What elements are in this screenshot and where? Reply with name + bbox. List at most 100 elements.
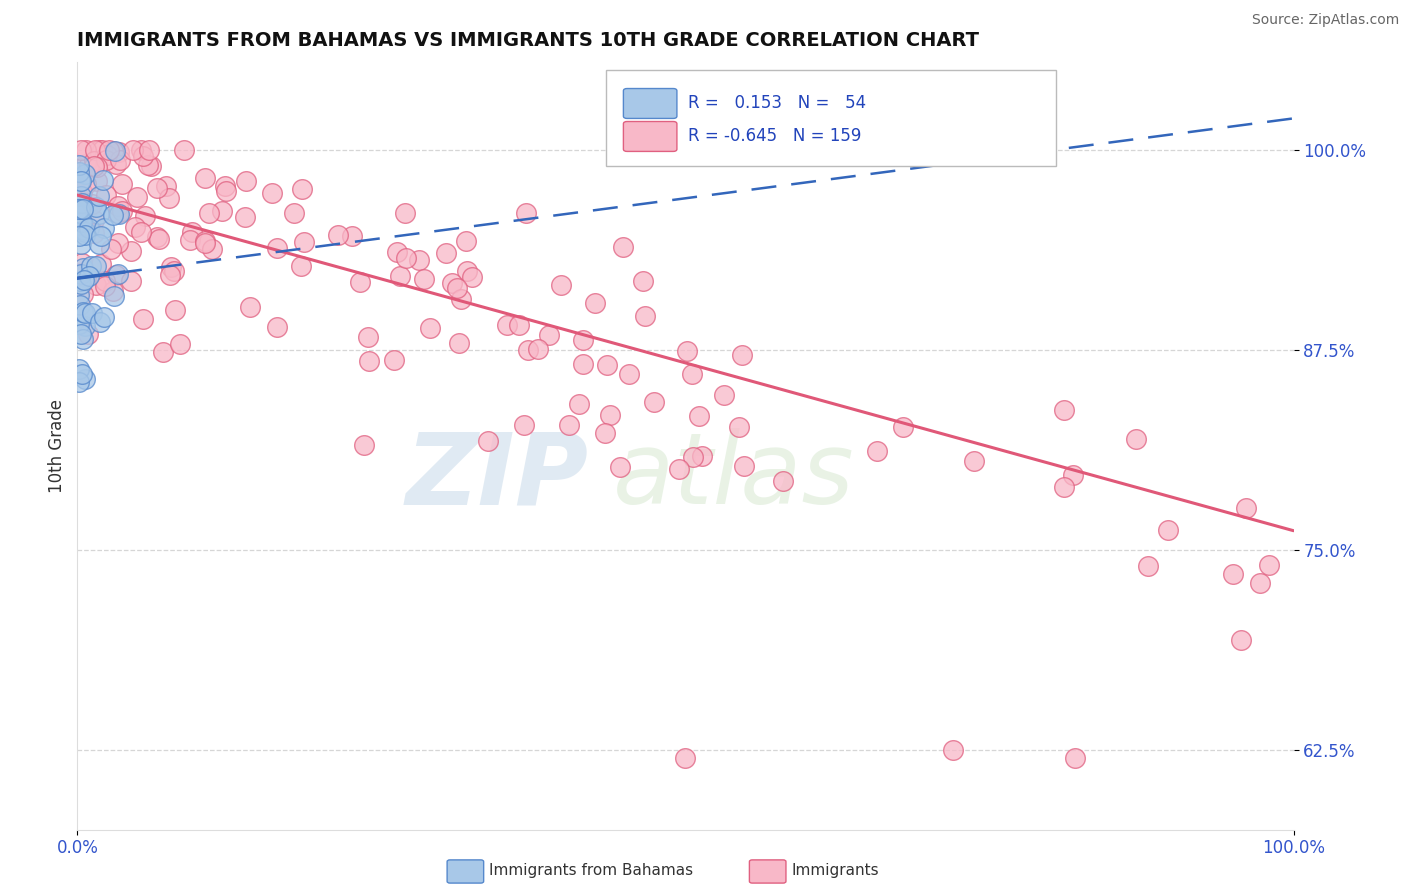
Text: atlas: atlas [613,428,853,525]
Point [69,173,91,187]
Text: Immigrants: Immigrants [792,863,879,878]
Point [1257,558,1279,572]
Point [107,267,129,281]
Point [131,225,153,239]
Point [159,268,181,283]
Point [394,206,416,220]
Point [197,206,219,220]
Point [129,144,152,158]
Point [107,199,129,213]
Point [233,210,256,224]
Point [108,153,131,168]
Point [100,242,122,256]
Point [89,189,111,203]
Point [328,228,350,243]
Point [682,450,704,465]
Text: IMMIGRANTS FROM BAHAMAS VS IMMIGRANTS 10TH GRADE CORRELATION CHART: IMMIGRANTS FROM BAHAMAS VS IMMIGRANTS 10… [77,30,980,50]
Point [731,348,754,362]
Point [72,332,94,346]
Point [290,259,312,273]
Point [1053,403,1076,417]
Point [138,144,160,158]
Point [96,148,118,162]
Point [72,260,94,275]
FancyBboxPatch shape [606,70,1056,166]
Point [1230,633,1253,648]
Y-axis label: 10th Grade: 10th Grade [48,399,66,493]
Point [215,184,238,198]
Point [1052,480,1074,494]
Point [120,244,142,259]
Point [70,367,93,381]
Point [389,269,412,284]
Point [122,144,145,158]
Point [72,273,94,287]
Point [596,358,619,372]
Point [385,244,408,259]
Point [340,228,363,243]
Point [512,418,534,433]
Point [440,276,463,290]
Point [419,320,441,334]
Point [77,158,100,172]
Point [201,242,224,256]
Point [291,181,314,195]
Point [283,206,305,220]
Point [84,259,107,273]
Point [866,444,889,458]
Point [1063,750,1085,764]
Point [86,174,108,188]
Point [75,319,97,334]
Point [69,202,91,216]
Point [77,221,100,235]
Point [675,750,697,764]
Point [67,158,90,172]
Point [517,343,540,357]
Point [93,221,115,235]
Point [84,277,107,292]
Point [634,309,657,323]
Point [643,395,665,409]
Point [73,372,96,386]
Point [90,144,112,158]
Point [77,269,100,284]
Point [558,418,581,433]
Point [104,145,127,159]
Point [169,336,191,351]
Text: R = -0.645   N = 159: R = -0.645 N = 159 [688,127,862,145]
Point [70,185,93,199]
Point [83,159,105,173]
Point [70,256,93,270]
Point [194,234,217,248]
Point [69,188,91,202]
Point [69,237,91,252]
Point [1136,558,1159,573]
Point [194,235,217,250]
Point [105,268,128,282]
Point [612,240,634,254]
Point [434,245,457,260]
Point [609,459,631,474]
Point [146,181,169,195]
Point [891,419,914,434]
Point [772,475,794,489]
Point [538,328,561,343]
Point [353,438,375,452]
Point [593,426,616,441]
Point [688,409,710,424]
Point [132,149,155,163]
Point [70,326,93,341]
Point [413,272,436,286]
Point [75,144,97,158]
Point [101,208,124,222]
Point [349,275,371,289]
Point [107,206,129,220]
Point [69,174,91,188]
Point [69,165,91,179]
Point [69,267,91,281]
Point [527,342,550,356]
Point [633,274,655,288]
Point [239,300,262,314]
Point [571,333,593,347]
Point [134,209,156,223]
